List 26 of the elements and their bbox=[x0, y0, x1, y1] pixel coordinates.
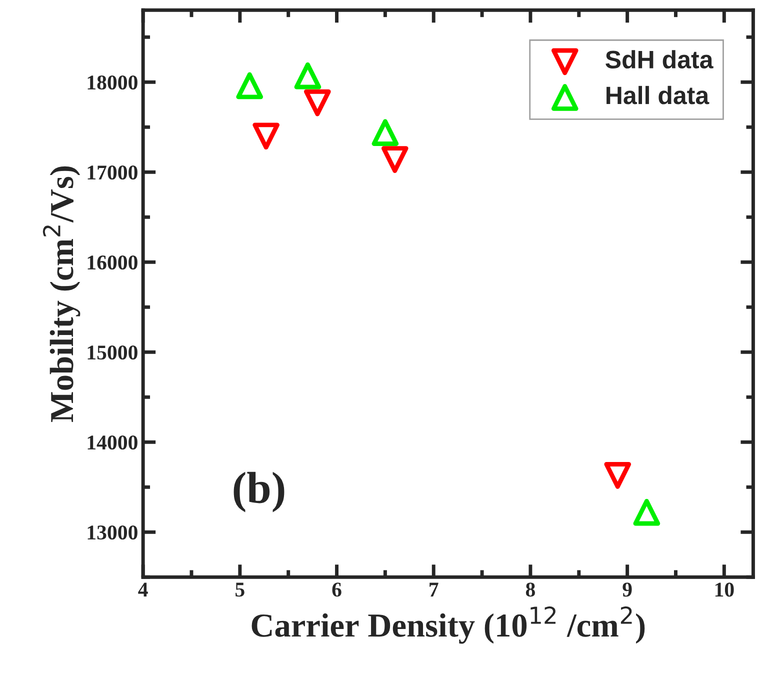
x-tick-label: 4 bbox=[138, 582, 148, 596]
point bbox=[381, 146, 408, 173]
annotation: (b) bbox=[234, 472, 284, 512]
x-tick-label: 6 bbox=[332, 582, 342, 597]
x-axis-title: Carrier Density (10$^{12}$ /cm$^{2}$) bbox=[252, 606, 645, 644]
legend-label: SdH data bbox=[606, 50, 714, 68]
point bbox=[372, 119, 399, 146]
x-tick-label: 8 bbox=[526, 582, 535, 597]
point bbox=[633, 498, 660, 526]
point bbox=[604, 462, 632, 489]
y-tick-label: 18000 bbox=[88, 76, 138, 90]
point bbox=[252, 122, 280, 150]
x-tick-label: 5 bbox=[236, 582, 244, 597]
point bbox=[236, 72, 264, 100]
y-tick-label: 14000 bbox=[88, 436, 138, 450]
y-axis-title: Mobility (cm$^{2}$/Vs) bbox=[42, 166, 80, 422]
y-tick-label: 17000 bbox=[88, 166, 138, 180]
y-tick-label: 13000 bbox=[88, 526, 138, 540]
point bbox=[304, 89, 331, 116]
point bbox=[294, 62, 322, 90]
y-tick-label: 16000 bbox=[88, 256, 138, 270]
legend-label: Hall data bbox=[606, 86, 710, 104]
y-tick-label: 15000 bbox=[88, 346, 138, 360]
x-tick-label: 9 bbox=[622, 582, 632, 597]
x-tick-label: 10 bbox=[715, 582, 734, 597]
x-tick-label: 7 bbox=[430, 582, 438, 596]
